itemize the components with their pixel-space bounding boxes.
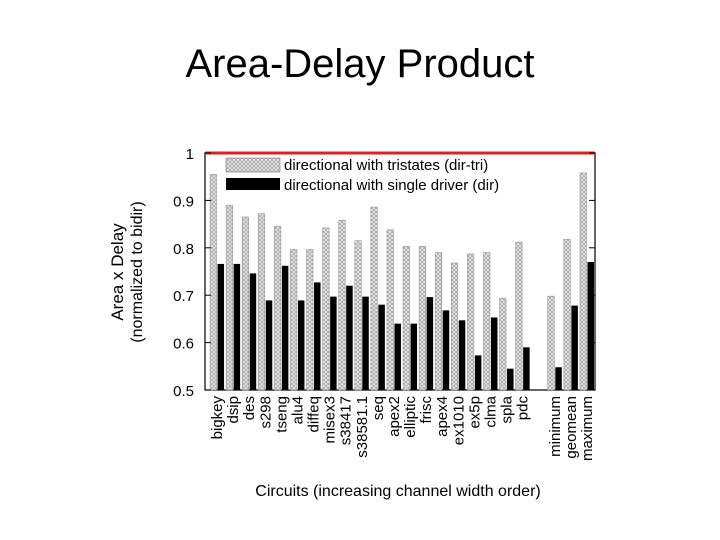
bar-dir-0 [217, 263, 225, 390]
x-tick-label-21: minimum [547, 396, 564, 457]
bar-dir-19 [523, 347, 530, 390]
x-tick-label-14: apex4 [434, 396, 451, 437]
bar-dir-tri-11 [386, 229, 394, 391]
bar-dir-3 [265, 300, 273, 390]
y-tick-label-2: 0.7 [173, 288, 194, 305]
bar-dir-tri-3 [258, 213, 266, 391]
slide-title: Area-Delay Product [185, 42, 535, 86]
bar-dir-11 [394, 323, 401, 390]
bar-dir-tri-4 [274, 226, 282, 391]
x-tick-label-0: bigkey [209, 396, 226, 440]
bar-dir-tri-1 [225, 204, 233, 391]
bar-dir-tri-10 [370, 206, 378, 391]
y-axis-ticks: 0.5 0.6 0.7 0.8 0.9 1 [173, 146, 595, 400]
bar-dir-tri-22 [563, 239, 571, 391]
y-tick-label-4: 0.9 [173, 193, 194, 210]
y-tick-label-5: 1 [186, 146, 194, 163]
bar-dir-17 [490, 317, 498, 390]
bar-dir-13 [426, 297, 434, 390]
bar-dir-22 [571, 305, 578, 390]
x-tick-label-1: dsip [225, 396, 242, 424]
bar-dir-tri-0 [209, 174, 217, 391]
x-tick-label-22: geomean [563, 396, 580, 459]
x-tick-label-10: seq [370, 396, 387, 420]
bar-dir-5 [297, 300, 305, 390]
x-tick-label-6: diffeq [306, 396, 323, 432]
x-tick-label-9: s38581.1 [354, 396, 371, 458]
bar-dir-tri-13 [418, 246, 426, 391]
y-axis-label-line1: Area x Delay [108, 223, 127, 321]
y-tick-label-0: 0.5 [173, 383, 194, 400]
dir-series [217, 262, 594, 390]
x-axis-label: Circuits (increasing channel width order… [255, 483, 540, 500]
x-tick-label-5: alu4 [289, 396, 306, 424]
legend: directional with tristates (dir-tri) dir… [225, 157, 499, 194]
bar-dir-tri-5 [290, 248, 298, 391]
x-tick-label-2: des [241, 396, 258, 420]
bar-dir-6 [314, 282, 321, 390]
x-tick-label-23: maximum [579, 396, 596, 461]
bar-dir-tri-15 [451, 262, 459, 391]
dir-tri-series [209, 172, 587, 391]
y-tick-label-3: 0.8 [173, 241, 194, 258]
x-tick-label-7: misex3 [322, 396, 339, 444]
x-tick-label-17: clma [482, 395, 499, 427]
bar-dir-9 [362, 296, 369, 390]
legend-swatch-dir-tri [225, 157, 281, 173]
bar-dir-4 [281, 265, 289, 390]
bar-dir-tri-14 [434, 252, 442, 391]
x-tick-label-3: s298 [257, 396, 274, 429]
bar-dir-12 [410, 323, 418, 390]
legend-label-dir-tri: directional with tristates (dir-tri) [284, 157, 488, 174]
bar-dir-21 [555, 367, 562, 390]
x-tick-label-15: ex1010 [450, 396, 467, 445]
bar-dir-tri-21 [547, 295, 555, 391]
bar-dir-tri-18 [499, 298, 507, 391]
bar-dir-tri-6 [306, 248, 314, 391]
bar-dir-15 [458, 320, 466, 390]
y-axis-label-line2: (normalized to bidir) [129, 201, 146, 342]
bar-dir-tri-16 [467, 253, 475, 391]
bar-dir-tri-19 [515, 241, 523, 391]
bar-dir-1 [233, 263, 241, 390]
x-tick-label-12: elliptic [402, 396, 419, 438]
bar-dir-23 [587, 262, 594, 390]
x-tick-label-11: apex2 [386, 396, 403, 437]
y-tick-label-1: 0.6 [173, 336, 194, 353]
bar-dir-10 [378, 304, 385, 390]
x-tick-label-4: tseng [273, 396, 290, 433]
x-tick-label-8: s38417 [338, 396, 355, 445]
bar-dir-16 [474, 355, 482, 390]
bar-dir-8 [346, 285, 353, 390]
bar-dir-tri-23 [579, 172, 587, 391]
legend-swatch-dir [226, 178, 280, 190]
x-tick-label-16: ex5p [466, 396, 483, 429]
x-tick-label-19: pdc [515, 396, 532, 421]
bar-dir-tri-7 [322, 227, 330, 391]
bar-dir-7 [330, 296, 337, 390]
bar-dir-tri-9 [354, 240, 362, 391]
x-tick-label-13: frisc [418, 396, 435, 424]
bar-dir-2 [249, 273, 257, 390]
legend-label-dir: directional with single driver (dir) [284, 177, 499, 194]
bar-dir-tri-12 [402, 246, 410, 391]
bar-dir-tri-2 [241, 216, 249, 391]
x-tick-label-18: spla [499, 395, 516, 423]
bar-dir-14 [442, 310, 450, 390]
bar-dir-18 [507, 368, 514, 390]
bar-dir-tri-17 [483, 252, 491, 391]
x-axis-tick-labels: bigkey dsip des s298 tseng alu4 diffeq misex3 s3… [209, 395, 596, 461]
bar-dir-tri-8 [338, 220, 346, 391]
